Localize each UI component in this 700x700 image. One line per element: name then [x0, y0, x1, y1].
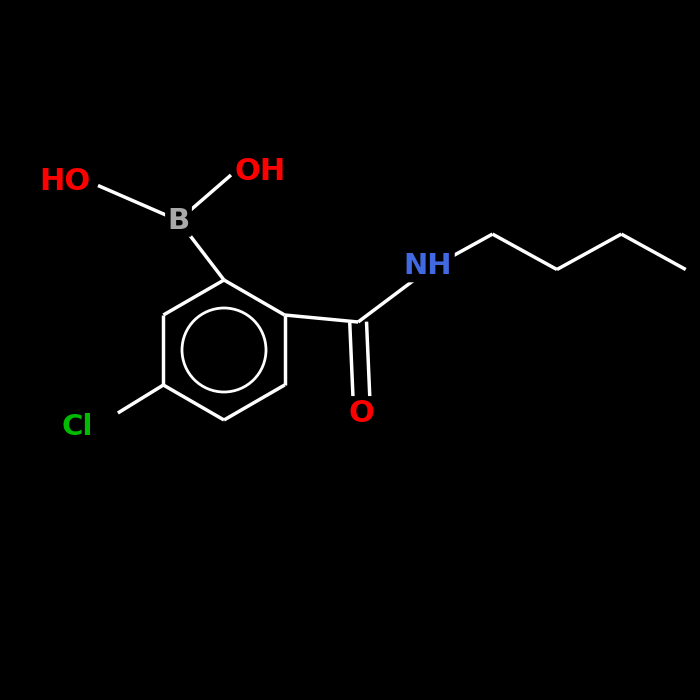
Text: OH: OH [234, 157, 286, 186]
Text: NH: NH [404, 252, 452, 280]
Text: Cl: Cl [62, 413, 93, 441]
Text: O: O [349, 398, 375, 428]
Text: HO: HO [40, 167, 91, 197]
Text: B: B [167, 206, 190, 235]
